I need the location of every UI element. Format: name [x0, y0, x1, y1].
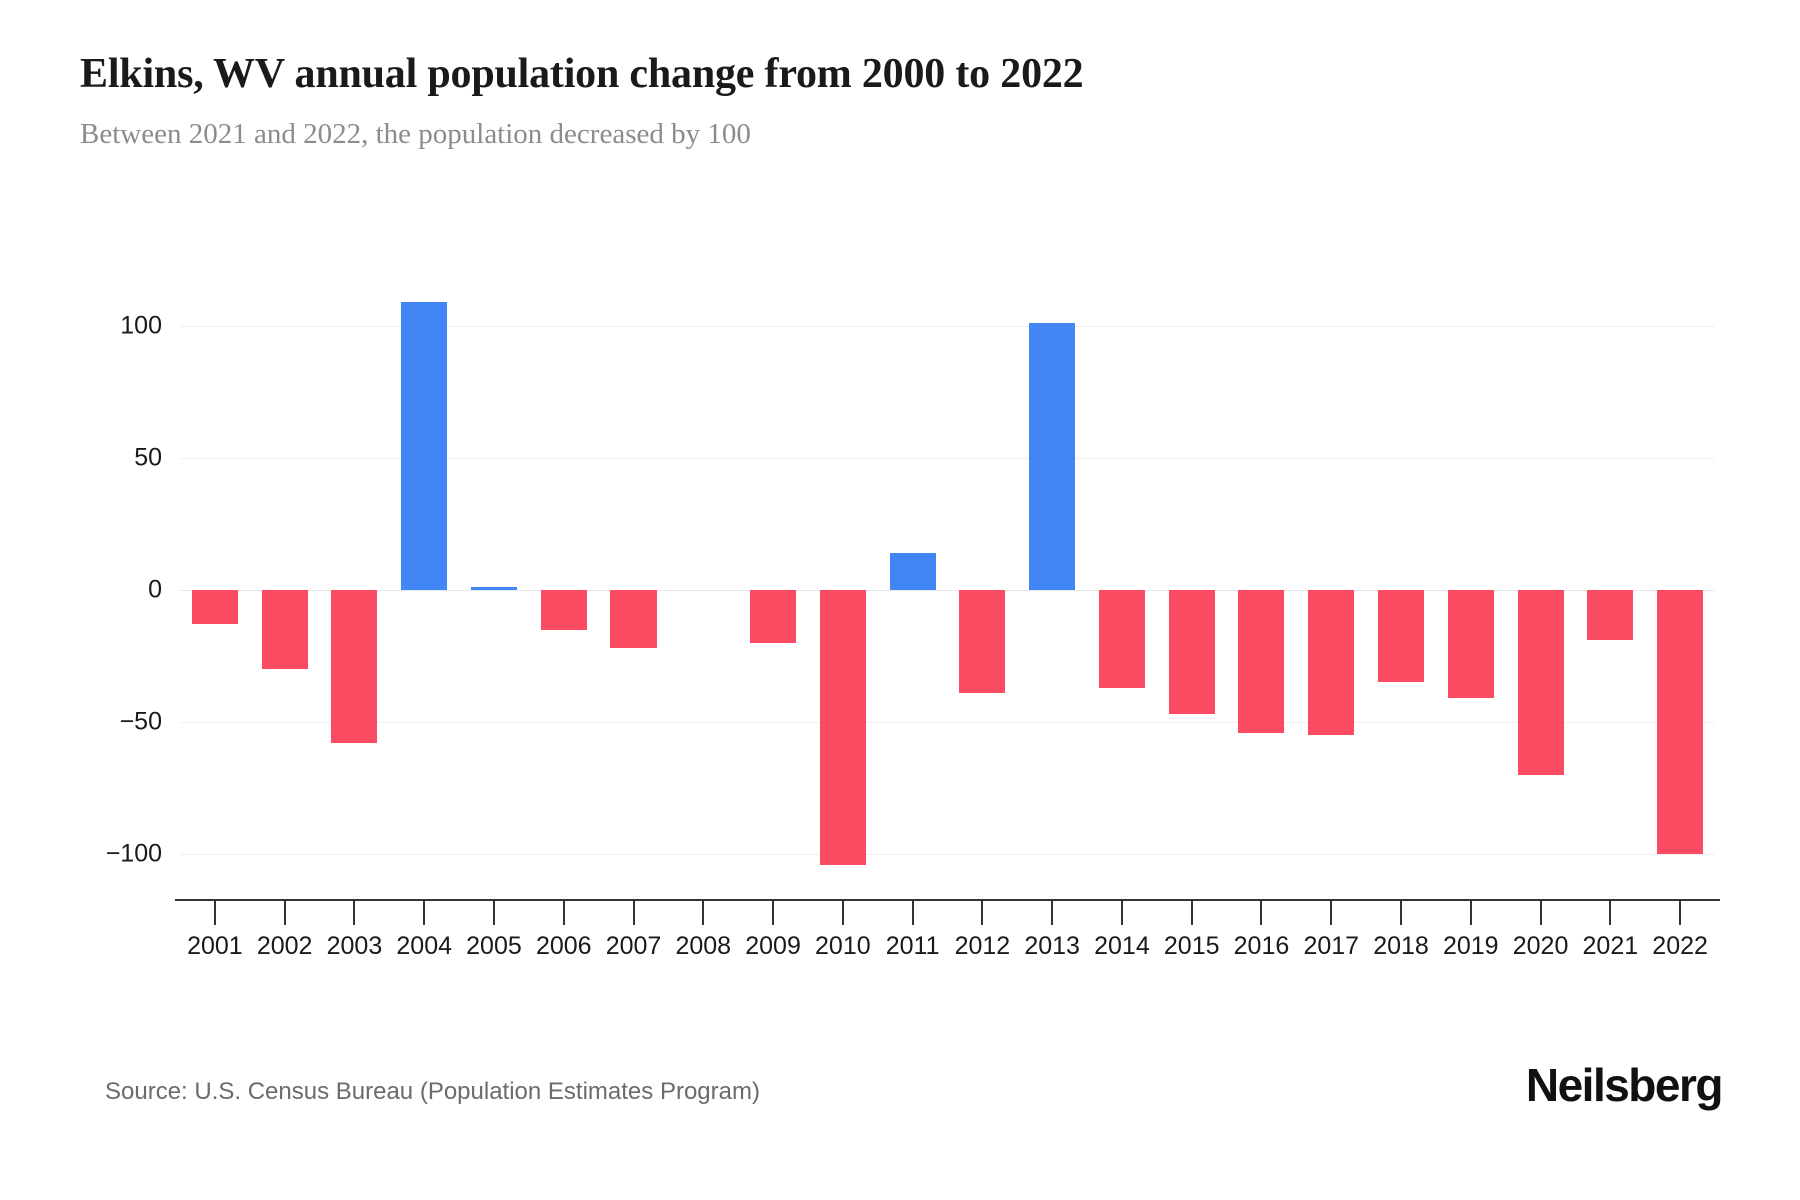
x-axis-tick: [702, 901, 705, 925]
x-axis-tick: [841, 901, 844, 925]
bar-2011[interactable]: [889, 553, 936, 590]
x-axis-tick: [981, 901, 984, 925]
page-title: Elkins, WV annual population change from…: [80, 51, 1084, 97]
x-axis-tick: [1120, 901, 1123, 925]
x-axis-tick-label: 2013: [1024, 932, 1080, 960]
x-axis-tick-label: 2004: [396, 932, 453, 960]
bar-2007[interactable]: [610, 590, 657, 649]
x-axis-tick-label: 2008: [675, 932, 732, 960]
brand-logo: Neilsberg: [1525, 1059, 1724, 1111]
bar-2022[interactable]: [1657, 590, 1704, 854]
gridline: [180, 326, 1715, 327]
x-axis-tick: [1469, 901, 1472, 925]
x-axis-tick-label: 2020: [1512, 932, 1569, 960]
y-axis-tick-label: 100: [120, 311, 162, 340]
bar-2006[interactable]: [540, 590, 587, 630]
bar-2001[interactable]: [191, 590, 238, 625]
bar-2021[interactable]: [1587, 590, 1634, 641]
x-axis-tick-label: 2019: [1442, 932, 1499, 960]
bar-2014[interactable]: [1098, 590, 1145, 688]
x-axis-tick: [911, 901, 914, 925]
x-axis-tick-label: 2016: [1233, 932, 1290, 960]
gridline: [180, 722, 1715, 723]
bar-2017[interactable]: [1308, 590, 1355, 736]
x-axis-tick: [1190, 901, 1193, 925]
y-axis-tick-label: −100: [105, 839, 162, 868]
x-axis-tick-label: 2014: [1094, 932, 1150, 960]
x-axis-tick-label: 2010: [815, 932, 871, 960]
gridline: [180, 854, 1715, 855]
x-axis-tick-label: 2017: [1303, 932, 1360, 960]
x-axis-tick-label: 2002: [256, 932, 313, 960]
bar-2005[interactable]: [470, 587, 517, 590]
bar-2015[interactable]: [1168, 590, 1215, 715]
y-axis-tick-label: 50: [134, 443, 162, 472]
x-axis-tick: [213, 901, 216, 925]
y-axis-tick-label: 0: [148, 575, 162, 604]
x-axis-tick-label: 2022: [1652, 932, 1708, 960]
bar-2020[interactable]: [1517, 590, 1564, 775]
x-axis-tick: [632, 901, 635, 925]
x-axis-tick: [1609, 901, 1612, 925]
bar-2019[interactable]: [1447, 590, 1494, 699]
x-axis-tick-label: 2007: [605, 932, 662, 960]
x-axis-tick: [1260, 901, 1263, 925]
x-axis-tick-label: 2011: [885, 932, 940, 960]
x-axis-tick-label: 2003: [326, 932, 383, 960]
x-axis-tick-label: 2005: [466, 932, 522, 960]
plot-area: 100 50 0 −50 −100: [106, 250, 1715, 910]
x-axis-tick: [353, 901, 356, 925]
x-axis-tick: [562, 901, 565, 925]
x-axis-tick-label: 2021: [1582, 932, 1639, 960]
x-axis-tick-label: 2006: [535, 932, 592, 960]
x-axis-tick: [1679, 901, 1682, 925]
bar-2002[interactable]: [261, 590, 308, 670]
zero-baseline: [180, 590, 1715, 591]
chart-subtitle: Between 2021 and 2022, the population de…: [80, 118, 751, 150]
x-axis-tick-label: 2001: [187, 932, 243, 960]
x-axis-tick: [1051, 901, 1054, 925]
x-axis-tick: [1330, 901, 1333, 925]
x-axis-tick-label: 2012: [954, 932, 1011, 960]
source-note: Source: U.S. Census Bureau (Population E…: [105, 1078, 760, 1105]
x-axis-line: [175, 899, 1720, 901]
x-axis-tick: [772, 901, 775, 925]
bar-2013[interactable]: [1029, 323, 1076, 590]
x-axis-tick: [423, 901, 426, 925]
x-axis-tick: [492, 901, 495, 925]
x-axis-tick-label: 2018: [1373, 932, 1429, 960]
bar-2016[interactable]: [1238, 590, 1285, 733]
x-axis-tick: [1539, 901, 1542, 925]
bar-2012[interactable]: [959, 590, 1006, 693]
x-axis-tick-label: 2009: [745, 932, 801, 960]
x-axis-tick: [1400, 901, 1403, 925]
y-axis-tick-label: −50: [119, 707, 162, 736]
bar-2003[interactable]: [331, 590, 378, 744]
bar-2004[interactable]: [401, 302, 448, 590]
gridline: [180, 458, 1715, 459]
x-axis-tick: [283, 901, 286, 925]
bar-2010[interactable]: [819, 590, 866, 865]
x-axis-tick-label: 2015: [1163, 932, 1220, 960]
bar-2009[interactable]: [750, 590, 797, 643]
bar-2018[interactable]: [1377, 590, 1425, 683]
